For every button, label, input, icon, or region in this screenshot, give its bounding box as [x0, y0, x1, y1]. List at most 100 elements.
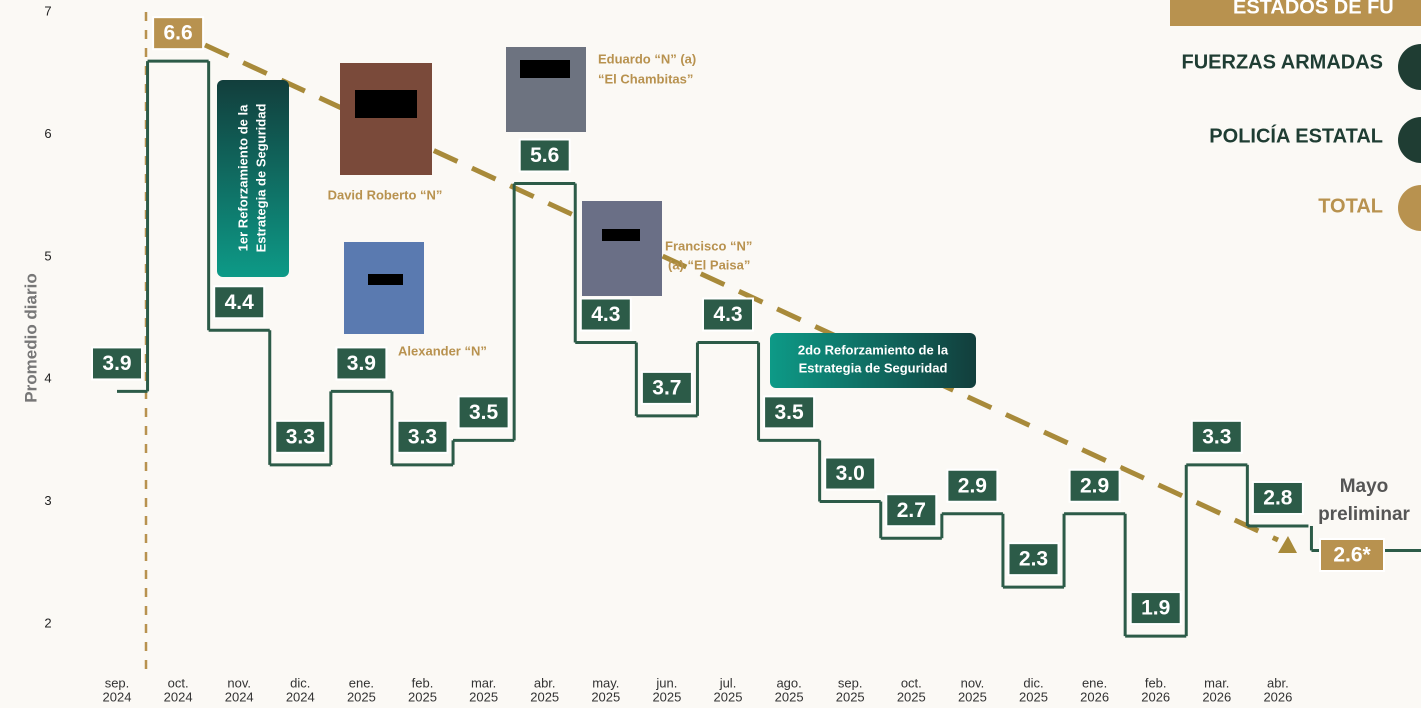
- value-label: 2.7: [897, 499, 926, 522]
- x-tick-label: may.: [592, 675, 619, 690]
- x-tick-label: 2024: [286, 689, 315, 704]
- value-label: 3.7: [652, 376, 681, 399]
- x-tick-label: 2024: [103, 689, 132, 704]
- x-tick-label: nov.: [961, 675, 985, 690]
- y-tick-label: 4: [44, 371, 51, 386]
- x-tick-label: 2026: [1141, 689, 1170, 704]
- x-tick-label: 2026: [1080, 689, 1109, 704]
- annotation-text: preliminar: [1318, 504, 1410, 525]
- value-label-box: [1068, 468, 1121, 503]
- x-tick-label: dic.: [1023, 675, 1043, 690]
- censor-bar: [355, 90, 417, 118]
- value-label: 4.4: [225, 291, 255, 314]
- value-label: 3.3: [286, 425, 315, 448]
- legend-marker: [1398, 185, 1421, 231]
- x-tick-label: 2025: [591, 689, 620, 704]
- x-tick-label: dic.: [290, 675, 310, 690]
- x-tick-label: 2025: [408, 689, 437, 704]
- legend-label: TOTAL: [1318, 195, 1383, 217]
- legend-marker: [1398, 44, 1421, 90]
- x-tick-label: ene.: [1082, 675, 1107, 690]
- x-tick-label: jul.: [719, 675, 737, 690]
- value-label: 2.6*: [1333, 544, 1371, 567]
- value-label-box: [518, 138, 571, 173]
- x-tick-label: sep.: [105, 675, 130, 690]
- value-label: 3.0: [836, 462, 865, 485]
- legend-marker: [1398, 117, 1421, 163]
- censor-bar: [602, 229, 640, 241]
- value-label-box: [1190, 419, 1243, 454]
- censor-bar: [368, 274, 403, 285]
- value-label-box: [763, 395, 816, 430]
- x-tick-label: sep.: [838, 675, 863, 690]
- value-label-box: [640, 370, 693, 405]
- x-tick-label: abr.: [534, 675, 556, 690]
- value-label: 2.3: [1019, 548, 1048, 571]
- value-label: 2.9: [1080, 474, 1109, 497]
- value-label-box: [1007, 542, 1060, 577]
- value-label-box: [335, 346, 388, 381]
- annotation-text: Estrategia de Seguridad: [253, 104, 268, 253]
- x-tick-label: ago.: [776, 675, 801, 690]
- x-tick-label: 2025: [652, 689, 681, 704]
- value-label: 3.9: [347, 352, 376, 375]
- annotation-text: 1er Reforzamiento de la: [235, 104, 250, 251]
- x-tick-label: 2026: [1202, 689, 1231, 704]
- x-tick-label: mar.: [1204, 675, 1229, 690]
- x-tick-label: 2025: [469, 689, 498, 704]
- y-tick-label: 5: [44, 248, 51, 263]
- value-label: 3.5: [469, 401, 499, 424]
- x-tick-label: 2024: [164, 689, 193, 704]
- legend-label: FUERZAS ARMADAS: [1182, 51, 1383, 73]
- value-label-box: [457, 395, 510, 430]
- y-tick-label: 6: [44, 126, 51, 141]
- value-label: 2.9: [958, 474, 987, 497]
- x-tick-label: feb.: [412, 675, 434, 690]
- value-label-box: [702, 297, 754, 332]
- x-tick-label: jun.: [655, 675, 677, 690]
- x-tick-label: ene.: [349, 675, 374, 690]
- x-tick-label: 2024: [225, 689, 254, 704]
- value-label-box: [396, 419, 449, 454]
- photo: [582, 201, 662, 296]
- value-label: 2.8: [1263, 487, 1293, 510]
- censor-bar: [520, 60, 570, 78]
- legend-label: POLICÍA ESTATAL: [1209, 124, 1383, 147]
- value-label-box: [213, 285, 266, 320]
- y-tick-label: 3: [44, 493, 51, 508]
- x-tick-label: abr.: [1267, 675, 1289, 690]
- value-label-box: [152, 16, 205, 51]
- legend-header-text: ESTADOS DE FU: [1233, 0, 1394, 18]
- annotation-box: [217, 80, 289, 277]
- value-label: 3.5: [774, 401, 804, 424]
- value-label-box: [885, 493, 938, 528]
- legend-header: [1170, 0, 1421, 26]
- value-label-box: [274, 419, 327, 454]
- annotation-text: “El Chambitas”: [598, 71, 693, 86]
- value-label: 5.6: [530, 144, 559, 167]
- annotation-box: [770, 333, 976, 388]
- x-tick-label: oct.: [901, 675, 922, 690]
- value-label: 3.9: [102, 352, 131, 375]
- x-tick-label: feb.: [1145, 675, 1167, 690]
- annotation-text: Estrategia de Seguridad: [799, 360, 948, 375]
- annotation-text: Mayo: [1340, 476, 1389, 497]
- value-label: 3.3: [1202, 425, 1231, 448]
- annotation-text: Alexander “N”: [398, 343, 487, 358]
- x-tick-label: 2025: [530, 689, 559, 704]
- x-tick-label: nov.: [227, 675, 251, 690]
- x-tick-label: 2025: [1019, 689, 1048, 704]
- value-label-box: [579, 297, 632, 332]
- value-label: 4.3: [713, 303, 742, 326]
- value-label: 6.6: [163, 22, 192, 45]
- value-label-box: [1251, 480, 1304, 515]
- value-label: 1.9: [1141, 597, 1170, 620]
- photo: [344, 242, 424, 334]
- x-tick-label: 2025: [775, 689, 804, 704]
- y-tick-label: 2: [44, 615, 51, 630]
- photo: [340, 63, 432, 175]
- x-tick-label: 2025: [897, 689, 926, 704]
- x-tick-label: 2025: [836, 689, 865, 704]
- x-tick-label: mar.: [471, 675, 496, 690]
